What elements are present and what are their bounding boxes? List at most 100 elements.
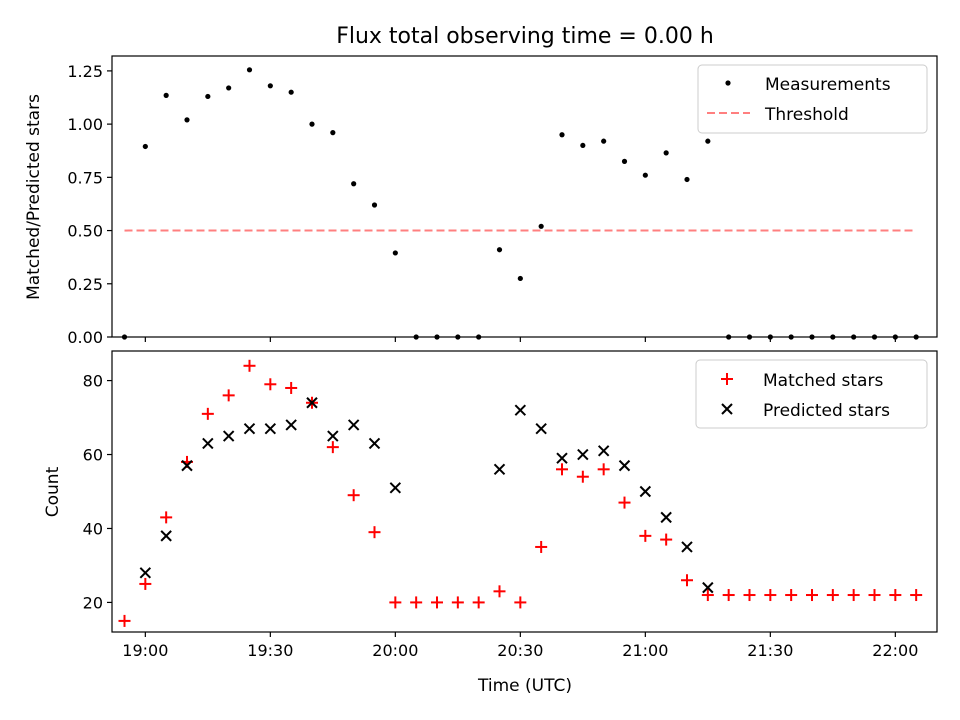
y-tick-label: 60 xyxy=(83,446,103,465)
x-tick-label: 21:30 xyxy=(747,641,793,660)
matched-star-point xyxy=(243,359,256,372)
count-panel: 20 40 60 80 19:00 19:30 20:00 20:30 21:00 21:30 2… xyxy=(43,350,938,660)
predicted-star-point xyxy=(577,448,589,461)
matched-star-point xyxy=(201,407,214,420)
matched-star-point xyxy=(326,441,339,454)
measurement-point xyxy=(226,85,232,91)
y-tick-label: 0.25 xyxy=(67,275,103,294)
measurement-point xyxy=(184,117,190,123)
predicted-star-point xyxy=(327,430,339,442)
matched-star-point xyxy=(618,496,631,509)
predicted-star-point xyxy=(347,419,360,431)
predicted-star-point xyxy=(660,511,672,524)
predicted-star-point xyxy=(202,437,214,450)
matched-star-point xyxy=(868,589,881,602)
measurement-point xyxy=(288,89,294,95)
measurement-point xyxy=(351,181,357,187)
predicted-star-point xyxy=(285,419,297,431)
legend-threshold-label: Threshold xyxy=(764,105,849,125)
x-tick-label: 19:00 xyxy=(122,641,168,660)
matched-star-point xyxy=(847,589,860,602)
y-tick-label: 1.25 xyxy=(67,62,103,81)
matched-star-point xyxy=(764,589,777,602)
ratio-x-axis xyxy=(144,337,896,342)
count-plot-area xyxy=(118,359,923,627)
measurement-point xyxy=(517,275,523,282)
legend-predicted-label: Predicted stars xyxy=(763,401,890,421)
matched-star-point xyxy=(431,596,443,609)
measurement-point xyxy=(663,150,669,156)
x-tick-label: 22:00 xyxy=(872,641,918,660)
predicted-star-point xyxy=(535,422,547,435)
y-tick-label: 20 xyxy=(83,593,103,612)
chart-title: Flux total observing time = 0.00 h xyxy=(336,24,714,49)
matched-star-point xyxy=(285,381,298,394)
legend-predicted-marker xyxy=(721,403,733,415)
matched-star-point xyxy=(347,489,360,502)
measurement-point xyxy=(642,172,648,178)
matched-star-point xyxy=(660,533,673,546)
matched-star-point xyxy=(639,529,652,542)
measurement-point xyxy=(267,83,273,89)
y-tick-label: 0.50 xyxy=(67,222,103,241)
predicted-star-point xyxy=(597,445,610,457)
legend-measurements-marker xyxy=(725,80,731,86)
measurement-point xyxy=(205,93,211,100)
x-tick-label: 19:30 xyxy=(247,641,293,660)
count-legend-box xyxy=(695,359,928,429)
x-tick-label: 21:00 xyxy=(622,641,668,660)
predicted-star-point xyxy=(618,459,631,472)
measurement-point xyxy=(309,121,315,127)
measurement-point xyxy=(496,247,503,253)
count-legend: Matched stars Predicted stars xyxy=(695,359,928,429)
matched-star-point xyxy=(743,589,756,602)
matched-star-point xyxy=(118,614,131,627)
matched-star-point xyxy=(722,589,735,602)
matched-star-point xyxy=(493,585,506,598)
matched-star-point xyxy=(139,577,152,590)
count-y-axis: 20 40 60 80 xyxy=(83,372,112,612)
measurement-point xyxy=(371,202,378,208)
count-x-axis: 19:00 19:30 20:00 20:30 21:00 21:30 22:00 xyxy=(122,632,918,660)
legend-measurements-label: Measurements xyxy=(765,75,891,95)
measurement-point xyxy=(163,92,169,98)
predicted-star-point xyxy=(556,452,568,464)
ratio-axes-frame xyxy=(111,55,938,338)
matched-star-point xyxy=(806,589,818,602)
x-tick-label: 20:30 xyxy=(497,641,543,660)
predicted-star-point xyxy=(493,463,506,476)
matched-star-point xyxy=(368,526,381,539)
ratio-legend: Measurements Threshold xyxy=(697,64,928,134)
matched-star-point xyxy=(826,589,839,602)
predicted-star-point xyxy=(243,422,256,435)
y-tick-label: 80 xyxy=(83,372,103,391)
ratio-y-axis: 0.00 0.25 0.50 0.75 1.00 1.25 xyxy=(67,62,112,347)
count-y-axis-label: Count xyxy=(43,466,63,517)
matched-star-point xyxy=(264,378,277,391)
predicted-star-point xyxy=(514,404,527,416)
predicted-star-point xyxy=(181,459,193,472)
matched-star-point xyxy=(576,470,589,483)
y-tick-label: 0.75 xyxy=(67,168,103,187)
predicted-star-point xyxy=(702,581,714,594)
matched-star-point xyxy=(785,589,798,602)
measurement-point xyxy=(392,250,398,256)
matched-star-point xyxy=(681,574,693,587)
measurement-point xyxy=(684,176,690,183)
legend-matched-marker xyxy=(721,373,733,385)
matched-star-point xyxy=(160,511,173,524)
measurement-point xyxy=(330,130,336,136)
measurement-point xyxy=(705,138,711,144)
measurement-point xyxy=(621,158,628,164)
matched-star-point xyxy=(514,596,527,609)
y-tick-label: 40 xyxy=(83,519,103,538)
matched-star-point xyxy=(597,463,610,476)
matched-star-point xyxy=(222,389,235,402)
x-tick-label: 20:00 xyxy=(372,641,418,660)
y-tick-label: 0.00 xyxy=(67,328,103,347)
measurement-point xyxy=(559,132,565,138)
predicted-star-point xyxy=(389,482,402,494)
predicted-star-point xyxy=(160,530,172,542)
predicted-star-point xyxy=(368,437,381,450)
